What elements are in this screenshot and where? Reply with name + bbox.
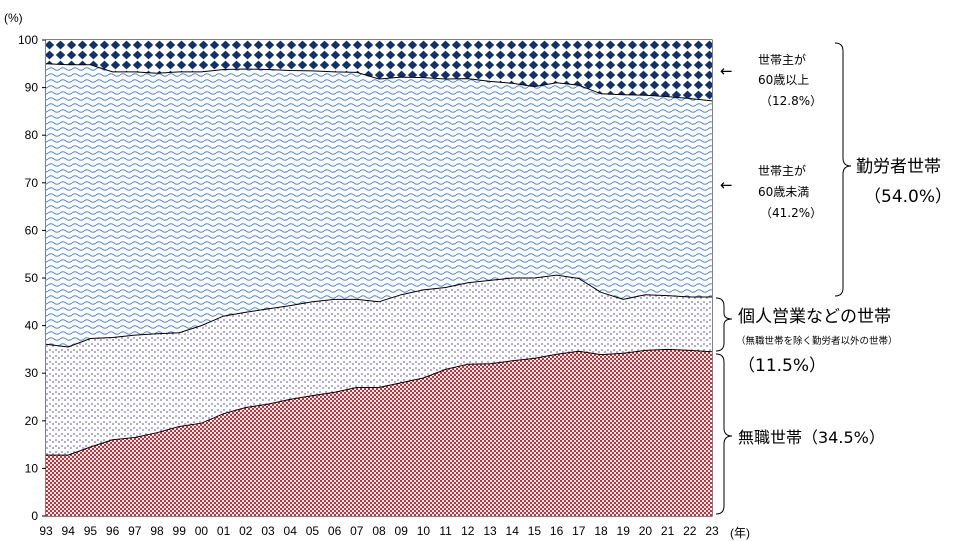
x-tick-label: 08 — [372, 524, 386, 538]
y-tick-label: 40 — [25, 319, 39, 333]
x-axis-ticks: 93 94 95 96 97 98 99 00 01 02 03 04 05 06 07 08 09 10 11 12… — [39, 524, 719, 538]
x-tick-label: 20 — [639, 524, 653, 538]
y-tick-label: 20 — [25, 414, 39, 428]
unemployed-brace — [715, 353, 733, 515]
y-tick-label: 10 — [25, 461, 39, 475]
area-unemployed — [46, 349, 712, 516]
x-tick-label: 21 — [661, 524, 675, 538]
x-tick-label: 96 — [106, 524, 120, 538]
x-tick-label: 23 — [705, 524, 719, 538]
self-employed-brace — [715, 297, 733, 352]
x-tick-label: 22 — [683, 524, 697, 538]
x-tick-label: 93 — [39, 524, 53, 538]
y-unit-label: (%) — [4, 11, 23, 25]
x-tick-label: 13 — [483, 524, 497, 538]
unemployed-title: 無職世帯（34.5%） — [738, 428, 885, 447]
y-tick-label: 70 — [25, 176, 39, 190]
x-tick-label: 97 — [128, 524, 142, 538]
x-tick-label: 06 — [328, 524, 342, 538]
x-tick-label: 14 — [506, 524, 520, 538]
x-tick-label: 17 — [572, 524, 586, 538]
boundary-line-under-sixty — [45, 63, 713, 102]
under-sixty-arrow: ← — [720, 176, 733, 194]
sixty-plus-line3: （12.8%） — [760, 94, 822, 108]
y-tick-label: 30 — [25, 366, 39, 380]
x-tick-label: 19 — [617, 524, 631, 538]
x-tick-label: 16 — [550, 524, 564, 538]
boundary-line-self-employed — [45, 274, 712, 348]
under-sixty-line2: 60歳未満 — [758, 185, 809, 199]
area-self-employed — [46, 275, 712, 456]
x-tick-label: 94 — [62, 524, 76, 538]
x-tick-label: 95 — [84, 524, 98, 538]
y-tick-label: 50 — [25, 271, 39, 285]
x-tick-label: 05 — [306, 524, 320, 538]
x-tick-label: 12 — [461, 524, 475, 538]
x-tick-label: 03 — [261, 524, 275, 538]
workers-title: 勤労者世帯 — [856, 157, 941, 177]
sixty-plus-line1: 世帯主が — [758, 52, 806, 67]
workers-pct: （54.0%） — [864, 187, 952, 207]
x-tick-label: 99 — [173, 524, 187, 538]
x-tick-label: 98 — [150, 524, 164, 538]
self-employed-note: （無職世帯を除く勤労者以外の世帯） — [736, 335, 898, 347]
x-tick-label: 00 — [195, 524, 209, 538]
self-employed-pct: （11.5%） — [738, 356, 826, 376]
x-tick-label: 11 — [439, 524, 452, 538]
workers-brace — [834, 42, 852, 297]
self-employed-title: 個人営業などの世帯 — [738, 307, 891, 327]
sixty-plus-line2: 60歳以上 — [758, 73, 809, 87]
x-tick-label: 01 — [217, 524, 231, 538]
x-tick-label: 04 — [284, 524, 298, 538]
y-tick-label: 0 — [31, 509, 38, 523]
x-tick-label: 15 — [528, 524, 542, 538]
x-tick-label: 09 — [395, 524, 409, 538]
annotation-under-sixty: ← 世帯主が 60歳未満 （41.2%） — [720, 163, 822, 220]
y-tick-label: 100 — [18, 33, 38, 47]
x-tick-label: 10 — [417, 524, 431, 538]
area-sixty-plus — [46, 40, 712, 101]
annotation-sixty-plus: ← 世帯主が 60歳以上 （12.8%） — [720, 52, 822, 108]
y-tick-label: 60 — [25, 223, 39, 237]
x-tick-label: 07 — [350, 524, 364, 538]
boundary-line-unemployed — [46, 348, 713, 456]
x-unit-label: (年) — [730, 526, 750, 540]
under-sixty-line3: （41.2%） — [760, 206, 822, 220]
under-sixty-line1: 世帯主が — [758, 163, 806, 178]
x-tick-label: 18 — [594, 524, 608, 538]
sixty-plus-arrow: ← — [720, 62, 733, 80]
x-tick-label: 02 — [239, 524, 253, 538]
series-layer — [45, 40, 713, 516]
y-axis-ticks: 0 10 20 30 40 50 60 70 80 90 100 — [18, 33, 46, 523]
y-tick-label: 80 — [25, 128, 39, 142]
y-tick-label: 90 — [25, 81, 39, 95]
